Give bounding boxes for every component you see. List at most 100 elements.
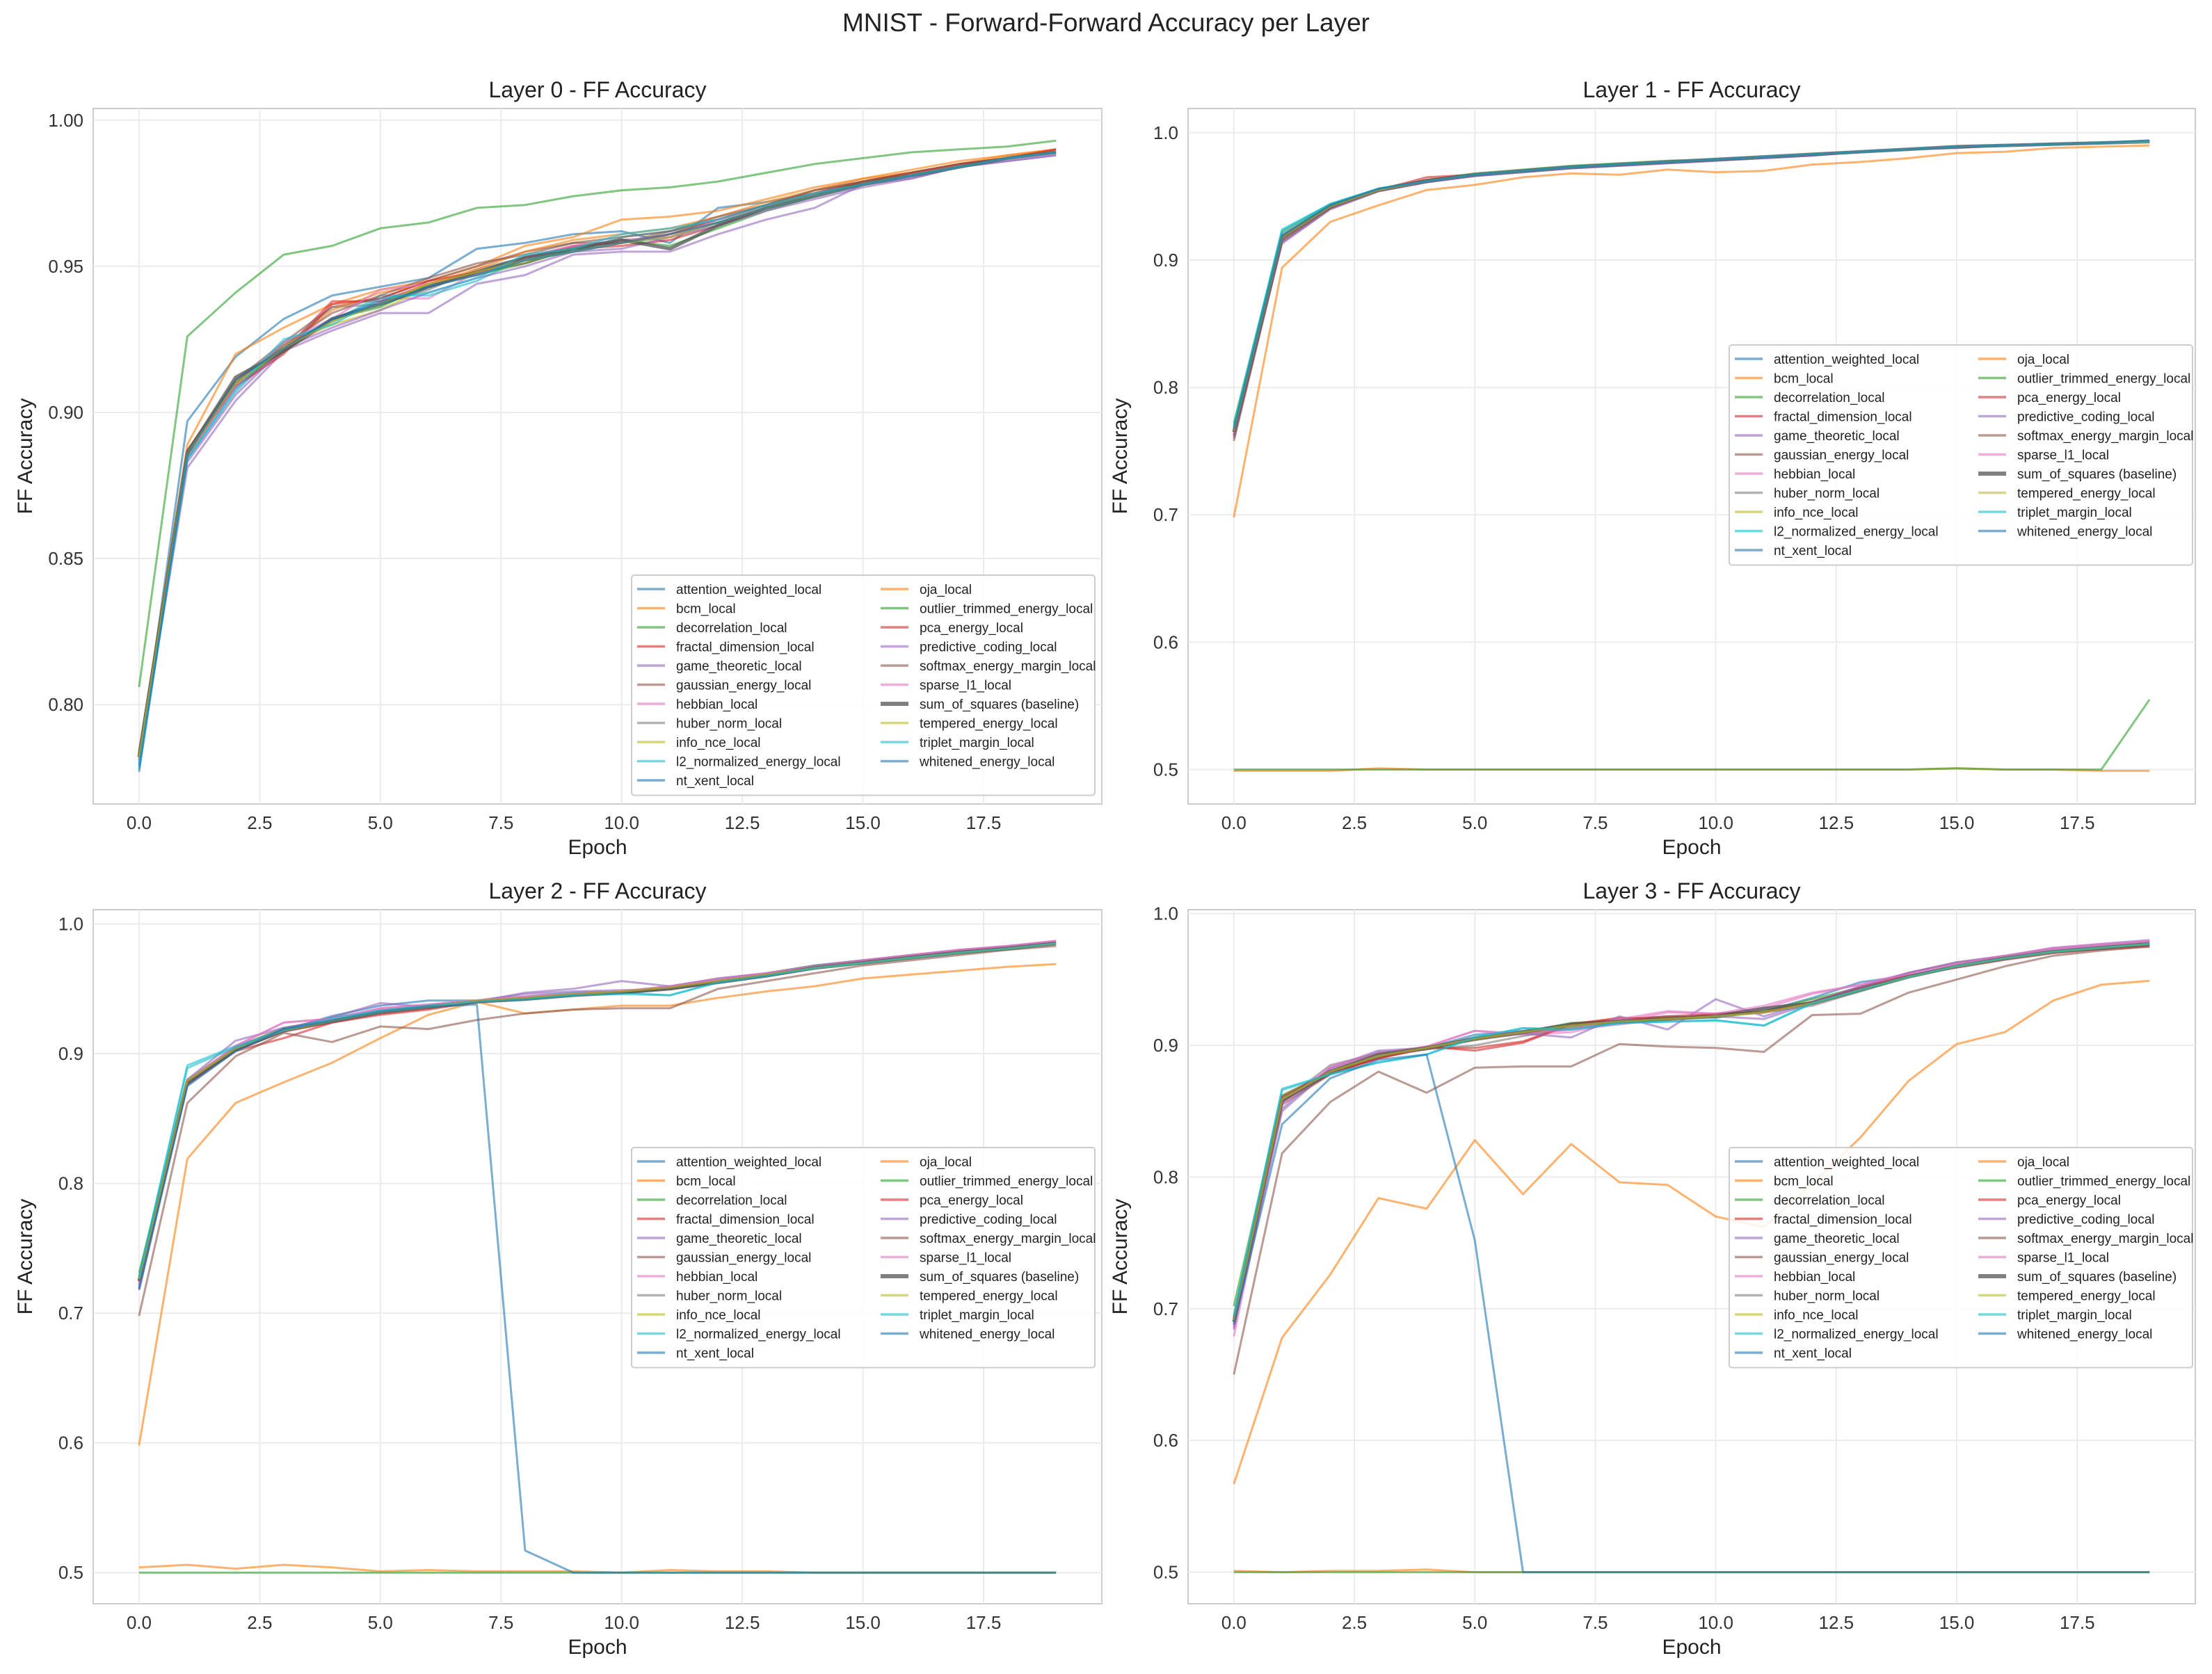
legend-label: fractal_dimension_local <box>676 1213 815 1228</box>
legend-label: decorrelation_local <box>676 621 787 636</box>
legend-label: fractal_dimension_local <box>1774 1213 1912 1228</box>
subplot-layer-2: 0.0 2.5 5.0 7.5 10.0 12.5 15.0 17.5 0.5 0.6 0.7 0.8… <box>14 878 1103 1659</box>
legend-label: l2_normalized_energy_local <box>676 755 841 770</box>
legend-label: triplet_margin_local <box>920 736 1034 750</box>
x-axis-label: Epoch <box>568 836 627 859</box>
x-tick-label: 2.5 <box>1342 812 1367 833</box>
x-tick-label: 7.5 <box>1582 812 1608 833</box>
y-tick-label: 0.5 <box>1153 1562 1178 1583</box>
legend-label: triplet_margin_local <box>2017 1308 2132 1323</box>
legend-box <box>1729 344 2193 566</box>
x-tick-label: 0.0 <box>127 1612 152 1633</box>
legend-label: hebbian_local <box>676 698 758 712</box>
subplot-title: Layer 0 - FF Accuracy <box>489 77 707 102</box>
legend-label: huber_norm_local <box>676 717 782 732</box>
legend-label: outlier_trimmed_energy_local <box>2017 1175 2190 1189</box>
y-tick-label: 0.6 <box>1153 1430 1178 1451</box>
series-line-bcm-local <box>138 963 1057 1446</box>
x-tick-label: 15.0 <box>1939 1612 1975 1633</box>
legend-label: attention_weighted_local <box>676 1155 822 1170</box>
x-tick-label: 5.0 <box>368 812 393 833</box>
x-tick-label: 17.5 <box>966 1612 1002 1633</box>
figure-title: MNIST - Forward-Forward Accuracy per Lay… <box>842 8 1370 37</box>
legend-label: oja_local <box>920 1155 972 1170</box>
y-tick-label: 0.7 <box>58 1303 83 1323</box>
legend-label: sum_of_squares (baseline) <box>920 698 1079 712</box>
x-tick-label: 5.0 <box>1462 812 1487 833</box>
x-tick-label: 15.0 <box>1939 812 1975 833</box>
legend-label: outlier_trimmed_energy_local <box>920 1175 1093 1189</box>
y-tick-label: 0.9 <box>58 1043 83 1064</box>
legend-label: game_theoretic_local <box>1774 1232 1900 1246</box>
legend-box <box>631 1147 1096 1369</box>
legend-label: tempered_energy_local <box>920 717 1058 732</box>
x-tick-label: 2.5 <box>247 1612 272 1633</box>
series-line-softmax-energy-margin-local <box>1233 945 2150 1375</box>
legend-label: sparse_l1_local <box>920 679 1011 693</box>
legend-label: game_theoretic_local <box>1774 429 1900 444</box>
legend-label: attention_weighted_local <box>1774 1155 1919 1170</box>
x-tick-label: 17.5 <box>2060 812 2095 833</box>
legend: attention_weighted_local bcm_localdecorre… <box>631 1147 1096 1369</box>
x-tick-label: 10.0 <box>604 1612 639 1633</box>
legend-label: sum_of_squares (baseline) <box>2017 467 2177 482</box>
y-tick-label: 1.0 <box>58 914 83 935</box>
legend-label: bcm_local <box>1774 1175 1834 1189</box>
x-tick-label: 5.0 <box>1462 1612 1487 1633</box>
y-tick-label: 1.00 <box>48 110 83 131</box>
x-tick-label: 2.5 <box>1342 1612 1367 1633</box>
legend-label: oja_local <box>2017 1155 2069 1170</box>
legend: attention_weighted_local bcm_localdecorre… <box>1729 1147 2193 1369</box>
x-tick-label: 2.5 <box>247 812 272 833</box>
legend-label: outlier_trimmed_energy_local <box>2017 372 2190 387</box>
legend-label: predictive_coding_local <box>2017 410 2155 425</box>
legend-label: pca_energy_local <box>2017 391 2121 405</box>
legend-label: decorrelation_local <box>1774 1193 1885 1208</box>
y-tick-label: 0.80 <box>48 694 83 715</box>
legend-label: sparse_l1_local <box>2017 1251 2109 1266</box>
series-line-triplet-margin-local <box>1233 942 2150 1316</box>
legend-label: triplet_margin_local <box>920 1308 1034 1323</box>
legend-label: nt_xent_local <box>1774 544 1852 558</box>
legend-label: bcm_local <box>676 602 736 617</box>
legend-box <box>1729 1147 2193 1369</box>
legend-label: game_theoretic_local <box>676 659 802 674</box>
legend-label: tempered_energy_local <box>920 1289 1058 1304</box>
subplot-layer-0: 0.0 2.5 5.0 7.5 10.0 12.5 15.0 17.5 0.80 0.85 0.90… <box>14 77 1103 859</box>
x-tick-label: 5.0 <box>368 1612 393 1633</box>
legend-label: nt_xent_local <box>676 774 754 789</box>
legend-label: sum_of_squares (baseline) <box>2017 1270 2177 1285</box>
x-tick-label: 12.5 <box>1819 1612 1854 1633</box>
legend-label: hebbian_local <box>1774 467 1855 482</box>
y-axis-label: FF Accuracy <box>14 399 37 515</box>
series-line-bcm-local <box>1233 144 2150 518</box>
legend-label: sum_of_squares (baseline) <box>920 1270 1079 1285</box>
y-tick-label: 0.9 <box>1153 1035 1178 1056</box>
legend-label: softmax_energy_margin_local <box>920 659 1096 674</box>
y-axis-label: FF Accuracy <box>1109 1199 1132 1315</box>
legend-label: attention_weighted_local <box>1774 353 1919 367</box>
x-tick-label: 10.0 <box>1698 812 1733 833</box>
series-line-softmax-energy-margin-local <box>138 944 1057 1317</box>
legend-label: whitened_energy_local <box>2017 1328 2152 1342</box>
legend-label: triplet_margin_local <box>2017 506 2132 520</box>
subplot-title: Layer 1 - FF Accuracy <box>1583 77 1801 102</box>
legend-label: gaussian_energy_local <box>676 1251 811 1266</box>
x-tick-label: 10.0 <box>604 812 639 833</box>
legend-label: whitened_energy_local <box>2017 525 2152 540</box>
legend-label: bcm_local <box>1774 372 1834 387</box>
legend-label: attention_weighted_local <box>676 583 822 597</box>
x-tick-label: 17.5 <box>2060 1612 2095 1633</box>
y-tick-label: 0.85 <box>48 548 83 569</box>
legend-label: hebbian_local <box>1774 1270 1855 1285</box>
y-tick-label: 0.95 <box>48 256 83 277</box>
y-tick-label: 0.5 <box>58 1562 83 1583</box>
series-line-whitened-energy-local <box>138 1003 1057 1574</box>
x-tick-label: 10.0 <box>1698 1612 1733 1633</box>
legend-label: predictive_coding_local <box>920 641 1057 655</box>
series-line-whitened-energy-local <box>138 151 1057 773</box>
x-tick-label: 7.5 <box>488 1612 513 1633</box>
legend-label: nt_xent_local <box>676 1346 754 1361</box>
x-tick-label: 12.5 <box>1819 812 1854 833</box>
series-line-bcm-local <box>138 148 1057 755</box>
